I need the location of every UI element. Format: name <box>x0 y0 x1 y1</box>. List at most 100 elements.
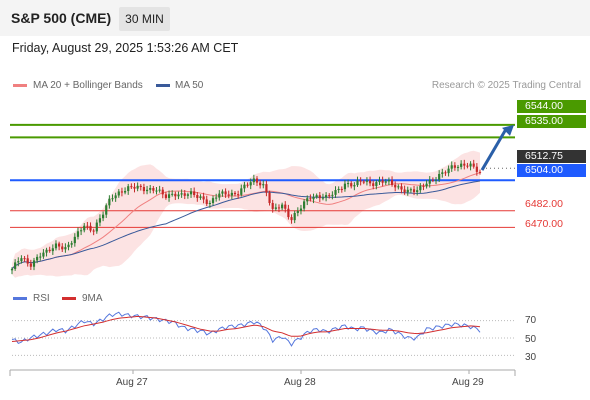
candle-body <box>161 189 164 195</box>
candle-body <box>211 198 215 203</box>
candle-body <box>224 191 227 195</box>
candle-body <box>387 180 391 182</box>
candle-body <box>466 165 469 167</box>
candle-body <box>472 163 475 167</box>
candle-body <box>123 191 127 193</box>
candle-body <box>83 225 86 231</box>
x-tick-aug28: Aug 28 <box>284 377 316 388</box>
candle-body <box>409 189 412 191</box>
candle-body <box>86 225 89 227</box>
candle-body <box>73 236 76 244</box>
candle-body <box>400 186 403 190</box>
candle-body <box>101 214 105 219</box>
candle-body <box>450 165 453 169</box>
candle-body <box>350 183 353 187</box>
candle-body <box>145 189 149 192</box>
candle-body <box>233 192 237 195</box>
candle-body <box>281 204 284 209</box>
candle-body <box>306 198 309 202</box>
candle-body <box>394 184 397 188</box>
candle-body <box>287 208 290 218</box>
candle-body <box>463 163 466 166</box>
candle-body <box>346 183 350 185</box>
candle-body <box>456 166 460 168</box>
candle-body <box>67 244 70 248</box>
candle-body <box>331 194 334 196</box>
candle-body <box>183 193 186 196</box>
candle-body <box>142 187 146 192</box>
candle-body <box>29 263 32 267</box>
level-label-6535: 6535.00 <box>517 115 586 128</box>
current-price-label: 6512.75 <box>517 150 586 163</box>
candle-body <box>444 172 447 174</box>
candle-body <box>262 184 265 186</box>
candle-body <box>243 184 246 189</box>
candle-body <box>422 185 425 187</box>
candle-body <box>412 189 416 193</box>
candle-body <box>205 199 208 204</box>
candle-body <box>51 248 54 252</box>
candle-body <box>42 252 45 257</box>
level-label-6544: 6544.00 <box>517 100 586 113</box>
candle-body <box>26 258 29 264</box>
candle-body <box>321 197 325 199</box>
candle-body <box>14 262 17 269</box>
candle-body <box>58 243 61 247</box>
candle-body <box>237 194 240 196</box>
candle-body <box>362 181 365 183</box>
candle-body <box>337 188 340 191</box>
candle-body <box>249 182 252 186</box>
datetime-label: Friday, August 29, 2025 1:53:26 AM CET <box>12 41 239 55</box>
candle-body <box>265 184 268 193</box>
candle-body <box>246 184 249 186</box>
candle-body <box>438 173 441 180</box>
candle-body <box>296 210 299 214</box>
candle-body <box>299 208 303 211</box>
candle-body <box>89 225 92 231</box>
candle-body <box>32 260 36 267</box>
candle-body <box>199 196 202 198</box>
candle-body <box>324 195 328 198</box>
candle-body <box>416 190 419 193</box>
candle-body <box>92 230 95 232</box>
candle-body <box>155 190 158 192</box>
candle-body <box>268 192 271 204</box>
candle-body <box>227 194 230 196</box>
candle-body <box>48 249 51 252</box>
candle-body <box>378 180 381 183</box>
candle-body <box>80 230 83 232</box>
candle-body <box>180 193 183 195</box>
candle-body <box>105 205 108 215</box>
candle-body <box>334 190 337 195</box>
candle-body <box>419 185 422 191</box>
candle-body <box>271 203 274 209</box>
candle-body <box>425 183 428 187</box>
candle-body <box>469 163 472 167</box>
candle-body <box>108 198 111 206</box>
candle-body <box>174 193 177 197</box>
candle-body <box>434 179 438 181</box>
candle-body <box>453 165 456 168</box>
candle-body <box>303 201 306 209</box>
projection-arrow-head <box>502 124 514 136</box>
candle-body <box>139 185 142 188</box>
rsi-tick-50: 50 <box>525 334 537 345</box>
candle-body <box>428 179 431 184</box>
candle-body <box>365 180 369 182</box>
candle-body <box>23 258 26 260</box>
candle-body <box>447 168 450 174</box>
candle-body <box>343 183 347 190</box>
candle-body <box>478 171 482 173</box>
ma20-legend-label: MA 20 + Bollinger Bands <box>33 80 143 91</box>
candle-body <box>284 204 287 209</box>
candle-body <box>460 163 463 167</box>
candle-body <box>39 256 42 258</box>
rsi-legend-label: RSI <box>33 293 50 304</box>
rsi-legend-swatch <box>13 297 27 300</box>
candle-body <box>64 247 67 250</box>
instrument-title: S&P 500 (CME) <box>11 10 112 26</box>
timeframe-button[interactable]: 30 MIN <box>119 7 170 31</box>
candle-body <box>130 186 133 188</box>
candle-body <box>340 188 343 190</box>
candle-body <box>328 195 331 197</box>
